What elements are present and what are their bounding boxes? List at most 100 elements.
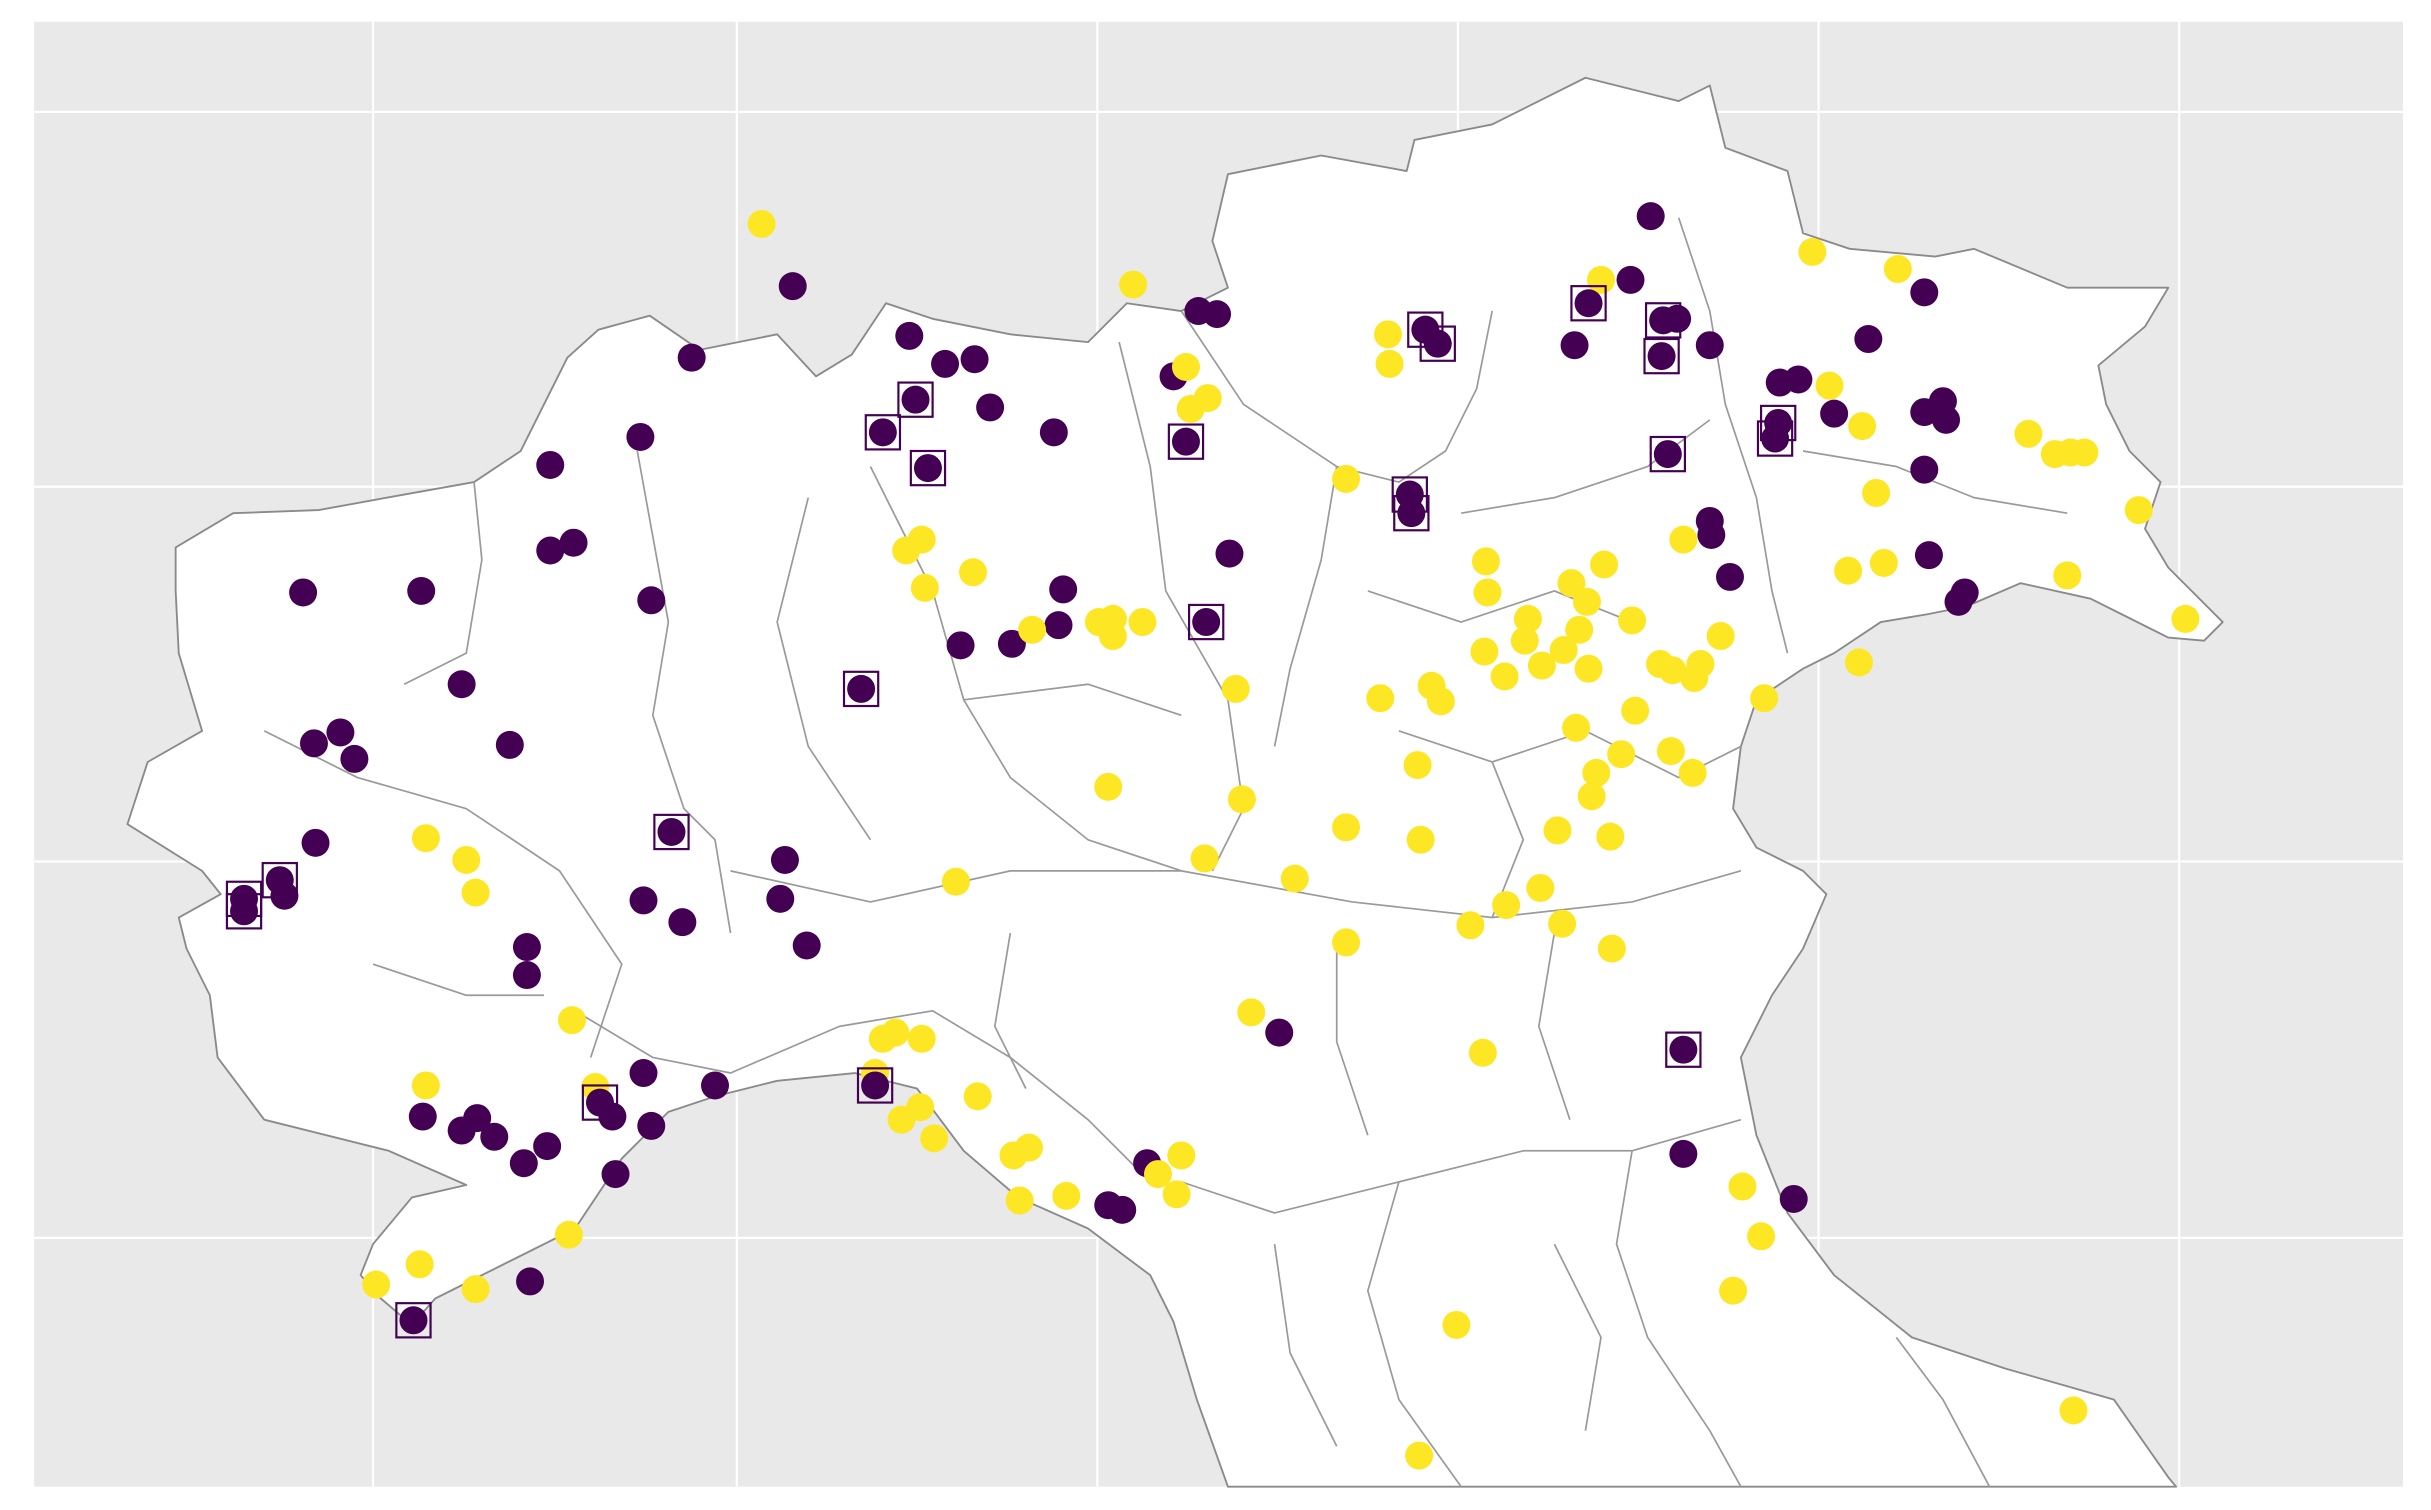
point-b-58	[1621, 696, 1650, 725]
border-province-11	[1335, 933, 1369, 1136]
point-b-51	[1680, 664, 1709, 693]
point-a-1	[778, 272, 807, 301]
point-b-83	[1332, 928, 1361, 957]
point-a-boxed-0	[1574, 289, 1603, 318]
point-b-30	[1869, 548, 1898, 577]
point-a-boxed-10	[1171, 427, 1200, 456]
point-a-boxed-22	[1669, 1035, 1698, 1064]
point-a-10	[1560, 331, 1589, 360]
point-b-5	[1374, 320, 1403, 349]
point-b-112	[2059, 1396, 2088, 1425]
point-b-77	[1596, 822, 1625, 851]
point-b-24	[1471, 547, 1500, 576]
point-a-71	[1669, 1139, 1698, 1168]
point-a-22	[1039, 418, 1068, 447]
point-b-25	[1590, 550, 1619, 579]
point-b-22	[959, 558, 988, 587]
point-a-47	[301, 828, 330, 857]
point-b-37	[1098, 604, 1127, 633]
point-b-27	[1573, 587, 1601, 616]
point-b-82	[1597, 934, 1626, 963]
point-b-85	[1237, 998, 1266, 1027]
highlight-box-23	[395, 1302, 432, 1339]
point-a-boxed-6	[1761, 424, 1790, 453]
point-a-7	[895, 321, 924, 350]
point-a-46	[495, 730, 524, 759]
point-a-boxed-21	[585, 1088, 614, 1117]
point-b-18	[2124, 496, 2153, 525]
point-b-47	[1574, 654, 1603, 683]
point-b-28	[1473, 578, 1502, 607]
point-a-48	[770, 845, 799, 874]
point-b-64	[1577, 782, 1606, 811]
border-liguria-north	[574, 1009, 1151, 1183]
point-a-64	[533, 1132, 562, 1161]
border-lombardy-veneto	[1118, 341, 1245, 872]
point-b-59	[1562, 713, 1591, 742]
point-a-19	[1910, 398, 1939, 427]
point-b-108	[362, 1270, 391, 1299]
point-b-61	[1656, 737, 1685, 766]
border-province-14	[1553, 1243, 1602, 1431]
point-b-1	[1119, 270, 1148, 299]
point-a-38	[637, 586, 666, 615]
region-borders	[263, 217, 2068, 1488]
point-b-93	[963, 1082, 992, 1111]
border-tuscany	[1181, 1118, 1742, 1214]
point-a-66	[637, 1111, 666, 1140]
point-b-9	[1176, 394, 1205, 423]
point-a-boxed-23	[399, 1306, 428, 1335]
point-b-110	[1719, 1276, 1748, 1305]
point-a-11	[677, 343, 706, 372]
point-b-43	[1490, 662, 1519, 691]
point-a-boxed-4	[1647, 342, 1676, 371]
point-a-29	[559, 528, 588, 557]
highlight-box-9	[909, 449, 947, 487]
point-b-34	[1018, 615, 1047, 644]
point-a-32	[1716, 562, 1744, 591]
point-a-boxed-13	[1397, 499, 1426, 528]
point-a-54	[512, 933, 541, 962]
point-a-28	[1697, 520, 1726, 549]
point-b-12	[2014, 419, 2043, 448]
border-province-1	[263, 730, 623, 1058]
point-a-2	[1616, 265, 1645, 294]
point-a-55	[512, 961, 541, 990]
point-b-111	[1442, 1310, 1471, 1339]
point-b-76	[1543, 816, 1572, 845]
point-a-42	[447, 670, 476, 699]
point-b-45	[1549, 636, 1578, 665]
point-a-35	[1944, 587, 1973, 616]
point-b-103	[1052, 1181, 1081, 1210]
point-b-72	[1190, 844, 1219, 873]
point-b-84	[558, 1006, 586, 1035]
point-a-44	[326, 718, 355, 747]
point-b-53	[1750, 684, 1779, 713]
point-b-101	[1162, 1180, 1191, 1209]
point-b-95	[887, 1105, 916, 1134]
point-b-23	[1669, 525, 1698, 554]
point-b-81	[1548, 909, 1577, 938]
point-a-69	[1108, 1195, 1137, 1224]
point-b-39	[1618, 606, 1647, 635]
border-province-15	[1895, 1336, 1991, 1488]
point-b-41	[1510, 626, 1539, 655]
point-b-62	[1678, 758, 1707, 787]
point-b-71	[941, 867, 970, 896]
highlight-box-13	[1393, 494, 1430, 532]
point-b-29	[1513, 604, 1542, 633]
point-b-49	[1658, 656, 1687, 685]
border-marche	[1615, 1150, 1742, 1488]
highlight-box-2	[1419, 325, 1456, 362]
point-b-0	[747, 209, 776, 238]
point-a-boxed-7	[901, 385, 930, 414]
point-b-102	[1005, 1186, 1034, 1215]
highlight-box-8	[864, 414, 902, 451]
point-b-80	[1456, 911, 1485, 940]
point-a-31	[1049, 575, 1078, 604]
point-a-36	[289, 578, 318, 607]
border-emilia-north	[730, 869, 1742, 919]
highlight-box-17	[261, 861, 298, 899]
point-b-107	[405, 1250, 434, 1279]
point-a-53	[792, 931, 821, 960]
